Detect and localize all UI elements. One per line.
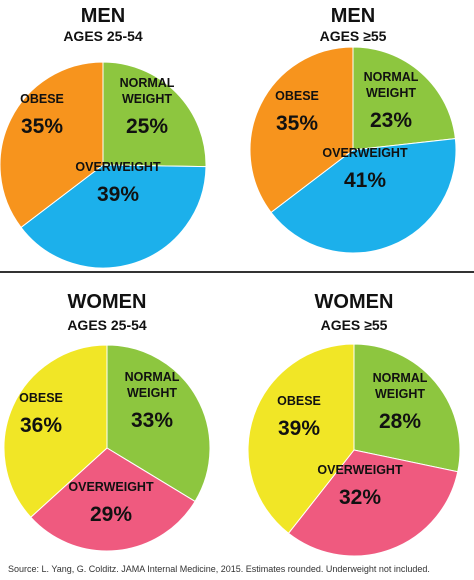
pie-4-label-normal-weight: NORMAL — [373, 371, 428, 385]
pie-2-label-obese: OBESE — [275, 89, 319, 103]
pie-4-label-overweight: OVERWEIGHT — [317, 463, 403, 477]
pie-4-slice-overweight — [287, 449, 459, 557]
pie-4-slice-obese — [247, 343, 355, 535]
pie-1-slice-normal-weight — [102, 61, 207, 168]
pie-1-title: MEN — [81, 5, 125, 27]
pie-1-slice-obese — [0, 61, 104, 229]
pie-1-subtitle: AGES 25-54 — [63, 28, 143, 44]
pie-3-slice-obese — [3, 344, 108, 518]
pie-2-value-overweight: 41% — [344, 169, 386, 192]
pie-3-label-obese: OBESE — [19, 391, 63, 405]
source-note: Source: L. Yang, G. Colditz. JAMA Intern… — [8, 564, 430, 574]
pie-3-label-overweight: OVERWEIGHT — [68, 480, 154, 494]
pie-1-slice-overweight — [20, 164, 207, 269]
pie-2-value-normal-weight: 23% — [370, 109, 412, 132]
pie-1-label-obese: OBESE — [20, 92, 64, 106]
pie-4-value-obese: 39% — [278, 417, 320, 440]
pie-2-label-overweight: OVERWEIGHT — [322, 146, 408, 160]
pie-3-value-overweight: 29% — [90, 503, 132, 526]
pie-1-label-normal-weight: NORMAL — [120, 76, 175, 90]
pie-3-subtitle: AGES 25-54 — [67, 317, 147, 333]
pie-1-value-overweight: 39% — [97, 183, 139, 206]
pie-2-title: MEN — [331, 5, 375, 27]
pie-2-slice-overweight — [270, 138, 457, 254]
pie-1-value-normal-weight: 25% — [126, 115, 168, 138]
pie-4-value-normal-weight: 28% — [379, 410, 421, 433]
pie-4-label-normal-weight: WEIGHT — [375, 387, 425, 401]
pie-2-slice-normal-weight — [352, 46, 456, 151]
pie-2-slice-obese — [249, 46, 354, 214]
pie-3-slice-normal-weight — [106, 344, 211, 503]
pie-2-label-normal-weight: WEIGHT — [366, 86, 416, 100]
pie-3-value-normal-weight: 33% — [131, 409, 173, 432]
pie-4-value-overweight: 32% — [339, 486, 381, 509]
pie-1-label-overweight: OVERWEIGHT — [75, 160, 161, 174]
pie-1-value-obese: 35% — [21, 115, 63, 138]
pie-3-title: WOMEN — [68, 291, 147, 313]
pie-3-value-obese: 36% — [20, 414, 62, 437]
pie-4-slice-normal-weight — [353, 343, 461, 473]
pie-2-subtitle: AGES ≥55 — [320, 28, 387, 44]
pie-1-label-normal-weight: WEIGHT — [122, 92, 172, 106]
pie-4-label-obese: OBESE — [277, 394, 321, 408]
pie-3-label-normal-weight: NORMAL — [125, 370, 180, 384]
pie-3-label-normal-weight: WEIGHT — [127, 386, 177, 400]
pie-2-label-normal-weight: NORMAL — [364, 70, 419, 84]
pie-2-value-obese: 35% — [276, 112, 318, 135]
pie-4-title: WOMEN — [315, 291, 394, 313]
pie-3-slice-overweight — [30, 447, 196, 552]
pie-4-subtitle: AGES ≥55 — [321, 317, 388, 333]
